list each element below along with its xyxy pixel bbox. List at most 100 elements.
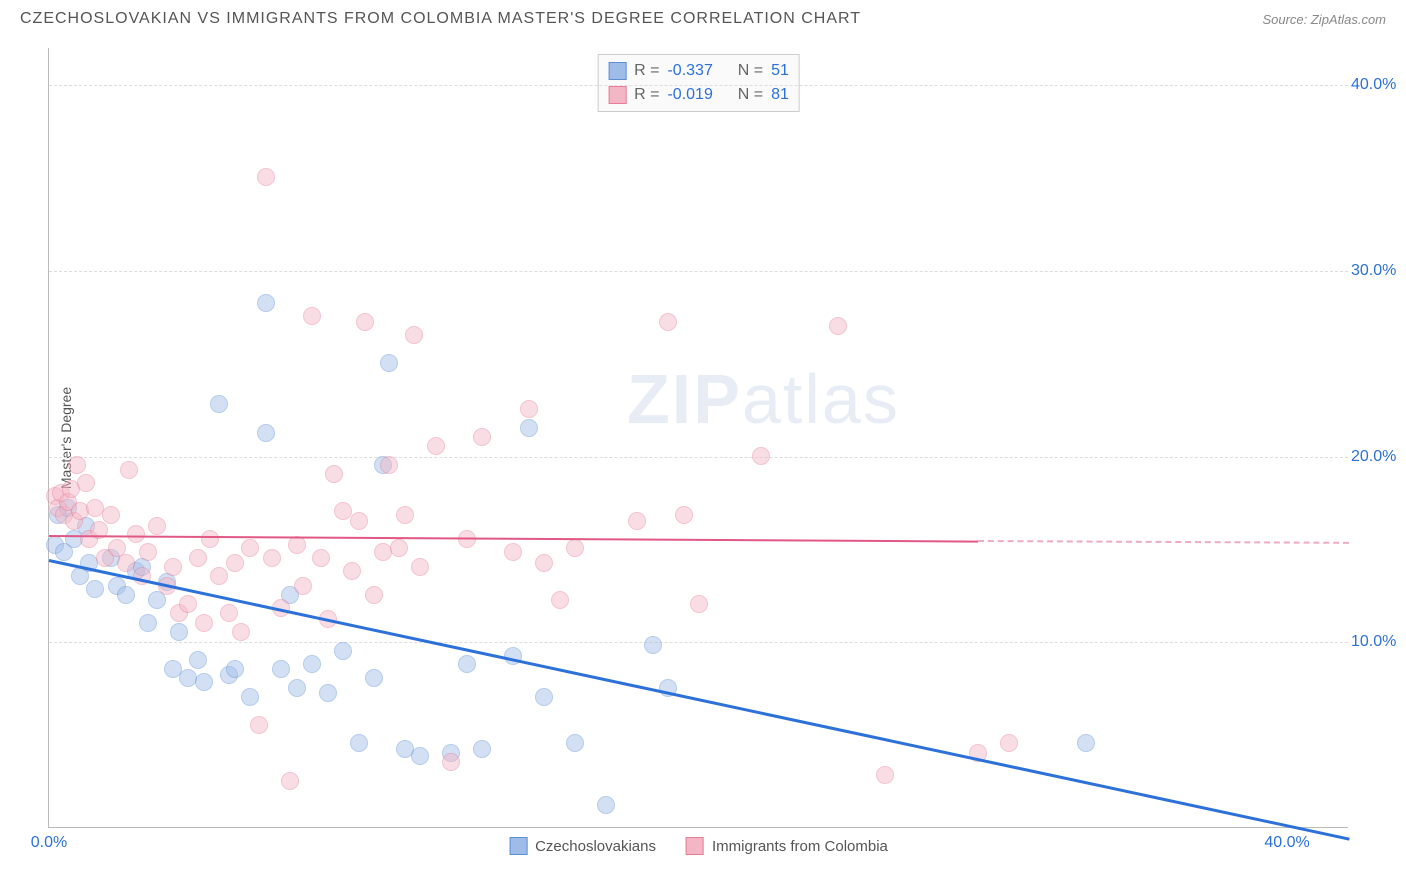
scatter-point-colombia <box>127 525 145 543</box>
scatter-point-czech <box>473 740 491 758</box>
scatter-point-colombia <box>257 168 275 186</box>
scatter-point-colombia <box>325 465 343 483</box>
scatter-point-colombia <box>210 567 228 585</box>
stats-row-czech: R = -0.337 N = 51 <box>608 59 789 83</box>
scatter-point-czech <box>210 395 228 413</box>
gridline <box>49 85 1348 86</box>
scatter-point-czech <box>303 655 321 673</box>
legend-label-colombia: Immigrants from Colombia <box>712 838 888 855</box>
scatter-point-czech <box>272 660 290 678</box>
scatter-point-colombia <box>356 313 374 331</box>
scatter-point-colombia <box>148 517 166 535</box>
scatter-point-czech <box>458 655 476 673</box>
scatter-point-colombia <box>535 554 553 572</box>
scatter-point-colombia <box>263 549 281 567</box>
n-value-czech: 51 <box>771 59 789 83</box>
scatter-point-czech <box>189 651 207 669</box>
swatch-czech <box>608 62 626 80</box>
scatter-point-czech <box>257 294 275 312</box>
stats-box: R = -0.337 N = 51 R = -0.019 N = 81 <box>597 54 800 112</box>
plot-region: ZIPatlas Master's Degree R = -0.337 N = … <box>48 48 1348 828</box>
scatter-point-czech <box>226 660 244 678</box>
y-tick-label: 20.0% <box>1351 448 1406 466</box>
scatter-point-czech <box>288 679 306 697</box>
scatter-point-colombia <box>312 549 330 567</box>
scatter-point-colombia <box>520 400 538 418</box>
scatter-point-colombia <box>350 512 368 530</box>
scatter-point-colombia <box>232 623 250 641</box>
scatter-point-colombia <box>659 313 677 331</box>
scatter-point-colombia <box>380 456 398 474</box>
scatter-point-colombia <box>427 437 445 455</box>
scatter-point-colombia <box>390 539 408 557</box>
scatter-point-czech <box>334 642 352 660</box>
legend-swatch-colombia <box>686 837 704 855</box>
stats-row-colombia: R = -0.019 N = 81 <box>608 83 789 107</box>
x-tick-label: 40.0% <box>1264 834 1309 852</box>
trend-line <box>49 535 978 543</box>
scatter-point-colombia <box>179 595 197 613</box>
scatter-point-czech <box>597 796 615 814</box>
scatter-point-colombia <box>139 543 157 561</box>
gridline <box>49 642 1348 643</box>
scatter-point-colombia <box>241 539 259 557</box>
chart-source: Source: ZipAtlas.com <box>1262 12 1386 27</box>
swatch-colombia <box>608 86 626 104</box>
scatter-point-colombia <box>294 577 312 595</box>
trend-line-extrapolated <box>978 540 1349 544</box>
scatter-point-colombia <box>220 604 238 622</box>
scatter-point-colombia <box>102 506 120 524</box>
n-value-colombia: 81 <box>771 83 789 107</box>
scatter-point-colombia <box>226 554 244 572</box>
scatter-point-czech <box>520 419 538 437</box>
scatter-point-colombia <box>1000 734 1018 752</box>
scatter-point-colombia <box>876 766 894 784</box>
scatter-point-colombia <box>405 326 423 344</box>
scatter-point-colombia <box>396 506 414 524</box>
scatter-point-czech <box>535 688 553 706</box>
scatter-point-colombia <box>189 549 207 567</box>
scatter-point-czech <box>86 580 104 598</box>
gridline <box>49 271 1348 272</box>
scatter-point-czech <box>241 688 259 706</box>
scatter-point-czech <box>365 669 383 687</box>
scatter-point-colombia <box>411 558 429 576</box>
chart-header: CZECHOSLOVAKIAN VS IMMIGRANTS FROM COLOM… <box>0 0 1406 34</box>
scatter-point-colombia <box>250 716 268 734</box>
r-value-czech: -0.337 <box>667 59 712 83</box>
scatter-point-czech <box>350 734 368 752</box>
scatter-point-colombia <box>675 506 693 524</box>
scatter-point-czech <box>170 623 188 641</box>
legend-item-czech: Czechoslovakians <box>509 837 656 855</box>
y-tick-label: 10.0% <box>1351 633 1406 651</box>
scatter-point-colombia <box>628 512 646 530</box>
scatter-point-czech <box>319 684 337 702</box>
scatter-point-czech <box>644 636 662 654</box>
legend-item-colombia: Immigrants from Colombia <box>686 837 888 855</box>
watermark: ZIPatlas <box>627 359 900 439</box>
scatter-point-czech <box>411 747 429 765</box>
legend-swatch-czech <box>509 837 527 855</box>
scatter-point-colombia <box>473 428 491 446</box>
r-value-colombia: -0.019 <box>667 83 712 107</box>
scatter-point-czech <box>566 734 584 752</box>
scatter-point-colombia <box>752 447 770 465</box>
y-axis-label: Master's Degree <box>58 386 74 488</box>
y-tick-label: 30.0% <box>1351 262 1406 280</box>
scatter-point-czech <box>1077 734 1095 752</box>
scatter-point-colombia <box>690 595 708 613</box>
scatter-point-colombia <box>68 456 86 474</box>
y-tick-label: 40.0% <box>1351 76 1406 94</box>
scatter-point-colombia <box>77 474 95 492</box>
scatter-point-colombia <box>164 558 182 576</box>
gridline <box>49 457 1348 458</box>
scatter-point-colombia <box>195 614 213 632</box>
scatter-point-czech <box>257 424 275 442</box>
scatter-point-colombia <box>566 539 584 557</box>
bottom-legend: Czechoslovakians Immigrants from Colombi… <box>509 837 888 855</box>
scatter-point-czech <box>380 354 398 372</box>
scatter-point-czech <box>117 586 135 604</box>
scatter-point-czech <box>139 614 157 632</box>
scatter-point-colombia <box>201 530 219 548</box>
scatter-point-colombia <box>551 591 569 609</box>
